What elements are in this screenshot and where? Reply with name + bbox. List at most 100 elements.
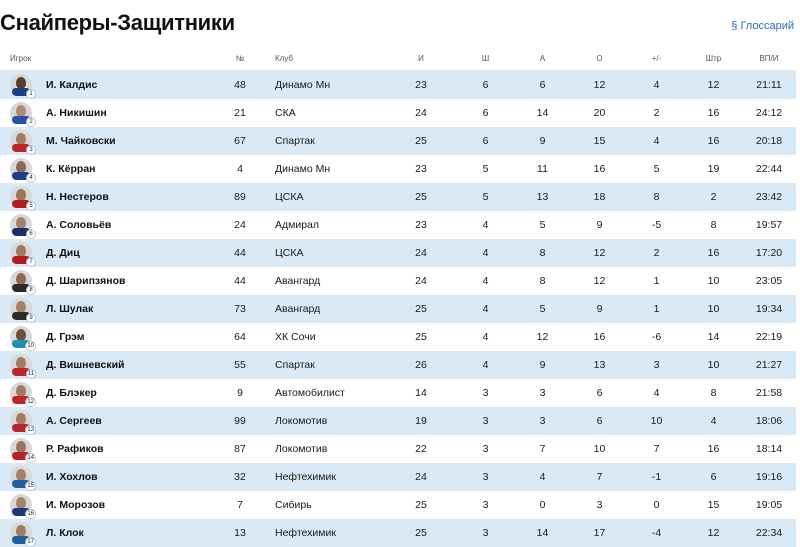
cell-player: 6 А. Соловьёв <box>0 211 205 239</box>
player-name[interactable]: Л. Шулак <box>46 302 94 315</box>
player-name[interactable]: А. Соловьёв <box>46 218 112 231</box>
avatar-face <box>16 104 26 117</box>
player-name[interactable]: Д. Диц <box>46 246 80 259</box>
glossary-link[interactable]: § Глоссарий <box>731 20 794 32</box>
table-row[interactable]: 7 Д. Диц 44 ЦСКА 24 4 8 12 2 16 17:20 <box>0 238 796 267</box>
header-club[interactable]: Клуб <box>275 46 385 71</box>
player-avatar[interactable]: 17 <box>10 521 36 547</box>
cell-club[interactable]: Нефтехимик <box>275 470 336 483</box>
header-games[interactable]: И <box>385 46 457 71</box>
cell-club[interactable]: СКА <box>275 106 296 119</box>
table-row[interactable]: 9 Л. Шулак 73 Авангард 25 4 5 9 1 10 19:34 <box>0 294 796 323</box>
player-name[interactable]: Р. Рафиков <box>46 442 104 455</box>
rank-badge: 10 <box>25 340 36 351</box>
table-row[interactable]: 5 Н. Нестеров 89 ЦСКА 25 5 13 18 8 2 23:42 <box>0 182 796 211</box>
cell-club[interactable]: ЦСКА <box>275 190 304 203</box>
player-avatar[interactable]: 11 <box>10 353 36 379</box>
table-row[interactable]: 17 Л. Клок 13 Нефтехимик 25 3 14 17 -4 12 22:34 <box>0 518 796 547</box>
cell-club[interactable]: Авангард <box>275 274 321 287</box>
player-avatar[interactable]: 16 <box>10 493 36 519</box>
header-pim[interactable]: Штр <box>685 46 742 71</box>
cell-club[interactable]: Автомобилист <box>275 386 345 399</box>
player-avatar[interactable]: 6 <box>10 213 36 239</box>
cell-assists: 8 <box>539 274 546 287</box>
player-avatar[interactable]: 9 <box>10 297 36 323</box>
table-row[interactable]: 13 А. Сергеев 99 Локомотив 19 3 3 6 10 4 18:06 <box>0 406 796 435</box>
avatar-jersey <box>12 143 30 152</box>
cell-assists: 3 <box>539 386 546 399</box>
cell-number: 9 <box>237 386 243 399</box>
header-number[interactable]: № <box>205 46 275 71</box>
cell-plus-minus: 3 <box>653 358 660 371</box>
cell-player: 17 Л. Клок <box>0 519 205 547</box>
player-avatar[interactable]: 7 <box>10 241 36 267</box>
player-avatar[interactable]: 8 <box>10 269 36 295</box>
cell-goals: 4 <box>482 358 489 371</box>
cell-pim: 16 <box>707 134 720 147</box>
cell-plus-minus: 2 <box>653 106 660 119</box>
player-avatar[interactable]: 1 <box>10 73 36 99</box>
player-avatar[interactable]: 3 <box>10 129 36 155</box>
cell-club[interactable]: Авангард <box>275 302 321 315</box>
cell-club[interactable]: Динамо Мн <box>275 78 331 91</box>
player-name[interactable]: Д. Грэм <box>46 330 85 343</box>
cell-toi: 19:05 <box>755 498 783 511</box>
cell-club[interactable]: Сибирь <box>275 498 312 511</box>
player-avatar[interactable]: 5 <box>10 185 36 211</box>
player-avatar[interactable]: 2 <box>10 101 36 127</box>
player-avatar[interactable]: 15 <box>10 465 36 491</box>
player-avatar[interactable]: 4 <box>10 157 36 183</box>
player-avatar[interactable]: 13 <box>10 409 36 435</box>
cell-goals: 3 <box>482 498 489 511</box>
cell-plus-minus: -5 <box>651 218 662 231</box>
player-name[interactable]: Д. Шарипзянов <box>46 274 126 287</box>
cell-club[interactable]: Спартак <box>275 134 315 147</box>
rank-badge: 16 <box>25 508 36 519</box>
player-avatar[interactable]: 14 <box>10 437 36 463</box>
table-row[interactable]: 14 Р. Рафиков 87 Локомотив 22 3 7 10 7 16 18:14 <box>0 434 796 463</box>
cell-club[interactable]: ЦСКА <box>275 246 304 259</box>
avatar-jersey <box>12 423 30 432</box>
table-row[interactable]: 10 Д. Грэм 64 ХК Сочи 25 4 12 16 -6 14 22:19 <box>0 322 796 351</box>
player-avatar[interactable]: 10 <box>10 325 36 351</box>
cell-club[interactable]: Адмирал <box>275 218 320 231</box>
player-name[interactable]: Д. Вишневский <box>46 358 125 371</box>
table-row[interactable]: 8 Д. Шарипзянов 44 Авангард 24 4 8 12 1 10 23:05 <box>0 266 796 295</box>
player-name[interactable]: И. Морозов <box>46 498 106 511</box>
table-row[interactable]: 11 Д. Вишневский 55 Спартак 26 4 9 13 3 10 21:27 <box>0 350 796 379</box>
table-row[interactable]: 3 М. Чайковски 67 Спартак 25 6 9 15 4 16 20:18 <box>0 126 796 155</box>
table-row[interactable]: 16 И. Морозов 7 Сибирь 25 3 0 3 0 15 19:05 <box>0 490 796 519</box>
player-name[interactable]: И. Калдис <box>46 78 98 91</box>
player-name[interactable]: А. Никишин <box>46 106 107 119</box>
player-name[interactable]: Н. Нестеров <box>46 190 109 203</box>
player-avatar[interactable]: 12 <box>10 381 36 407</box>
cell-plus-minus: 4 <box>653 134 660 147</box>
player-cell-content: 15 И. Хохлов <box>10 465 205 491</box>
table-row[interactable]: 6 А. Соловьёв 24 Адмирал 23 4 5 9 -5 8 19:57 <box>0 210 796 239</box>
player-name[interactable]: Д. Блэкер <box>46 386 97 399</box>
header-toi[interactable]: ВП/И <box>742 46 796 71</box>
cell-club[interactable]: ХК Сочи <box>275 330 316 343</box>
player-name[interactable]: И. Хохлов <box>46 470 98 483</box>
cell-club[interactable]: Локомотив <box>275 414 328 427</box>
player-name[interactable]: А. Сергеев <box>46 414 102 427</box>
table-row[interactable]: 4 К. Кёрран 4 Динамо Мн 23 5 11 16 5 19 22:44 <box>0 154 796 183</box>
header-goals[interactable]: Ш <box>457 46 514 71</box>
player-name[interactable]: М. Чайковски <box>46 134 116 147</box>
table-row[interactable]: 1 И. Калдис 48 Динамо Мн 23 6 6 12 4 12 21:11 <box>0 70 796 99</box>
cell-club[interactable]: Локомотив <box>275 442 328 455</box>
header-player[interactable]: Игрок <box>0 46 205 71</box>
table-row[interactable]: 12 Д. Блэкер 9 Автомобилист 14 3 3 6 4 8 21:58 <box>0 378 796 407</box>
header-plus-minus[interactable]: +/- <box>628 46 685 71</box>
cell-player: 2 А. Никишин <box>0 99 205 127</box>
cell-club[interactable]: Нефтехимик <box>275 526 336 539</box>
table-row[interactable]: 2 А. Никишин 21 СКА 24 6 14 20 2 16 24:12 <box>0 98 796 127</box>
player-name[interactable]: К. Кёрран <box>46 162 96 175</box>
cell-toi: 21:27 <box>755 358 783 371</box>
cell-club[interactable]: Спартак <box>275 358 315 371</box>
header-assists[interactable]: А <box>514 46 571 71</box>
table-row[interactable]: 15 И. Хохлов 32 Нефтехимик 24 3 4 7 -1 6 19:16 <box>0 462 796 491</box>
player-name[interactable]: Л. Клок <box>46 526 84 539</box>
header-points[interactable]: О <box>571 46 628 71</box>
cell-club[interactable]: Динамо Мн <box>275 162 331 175</box>
